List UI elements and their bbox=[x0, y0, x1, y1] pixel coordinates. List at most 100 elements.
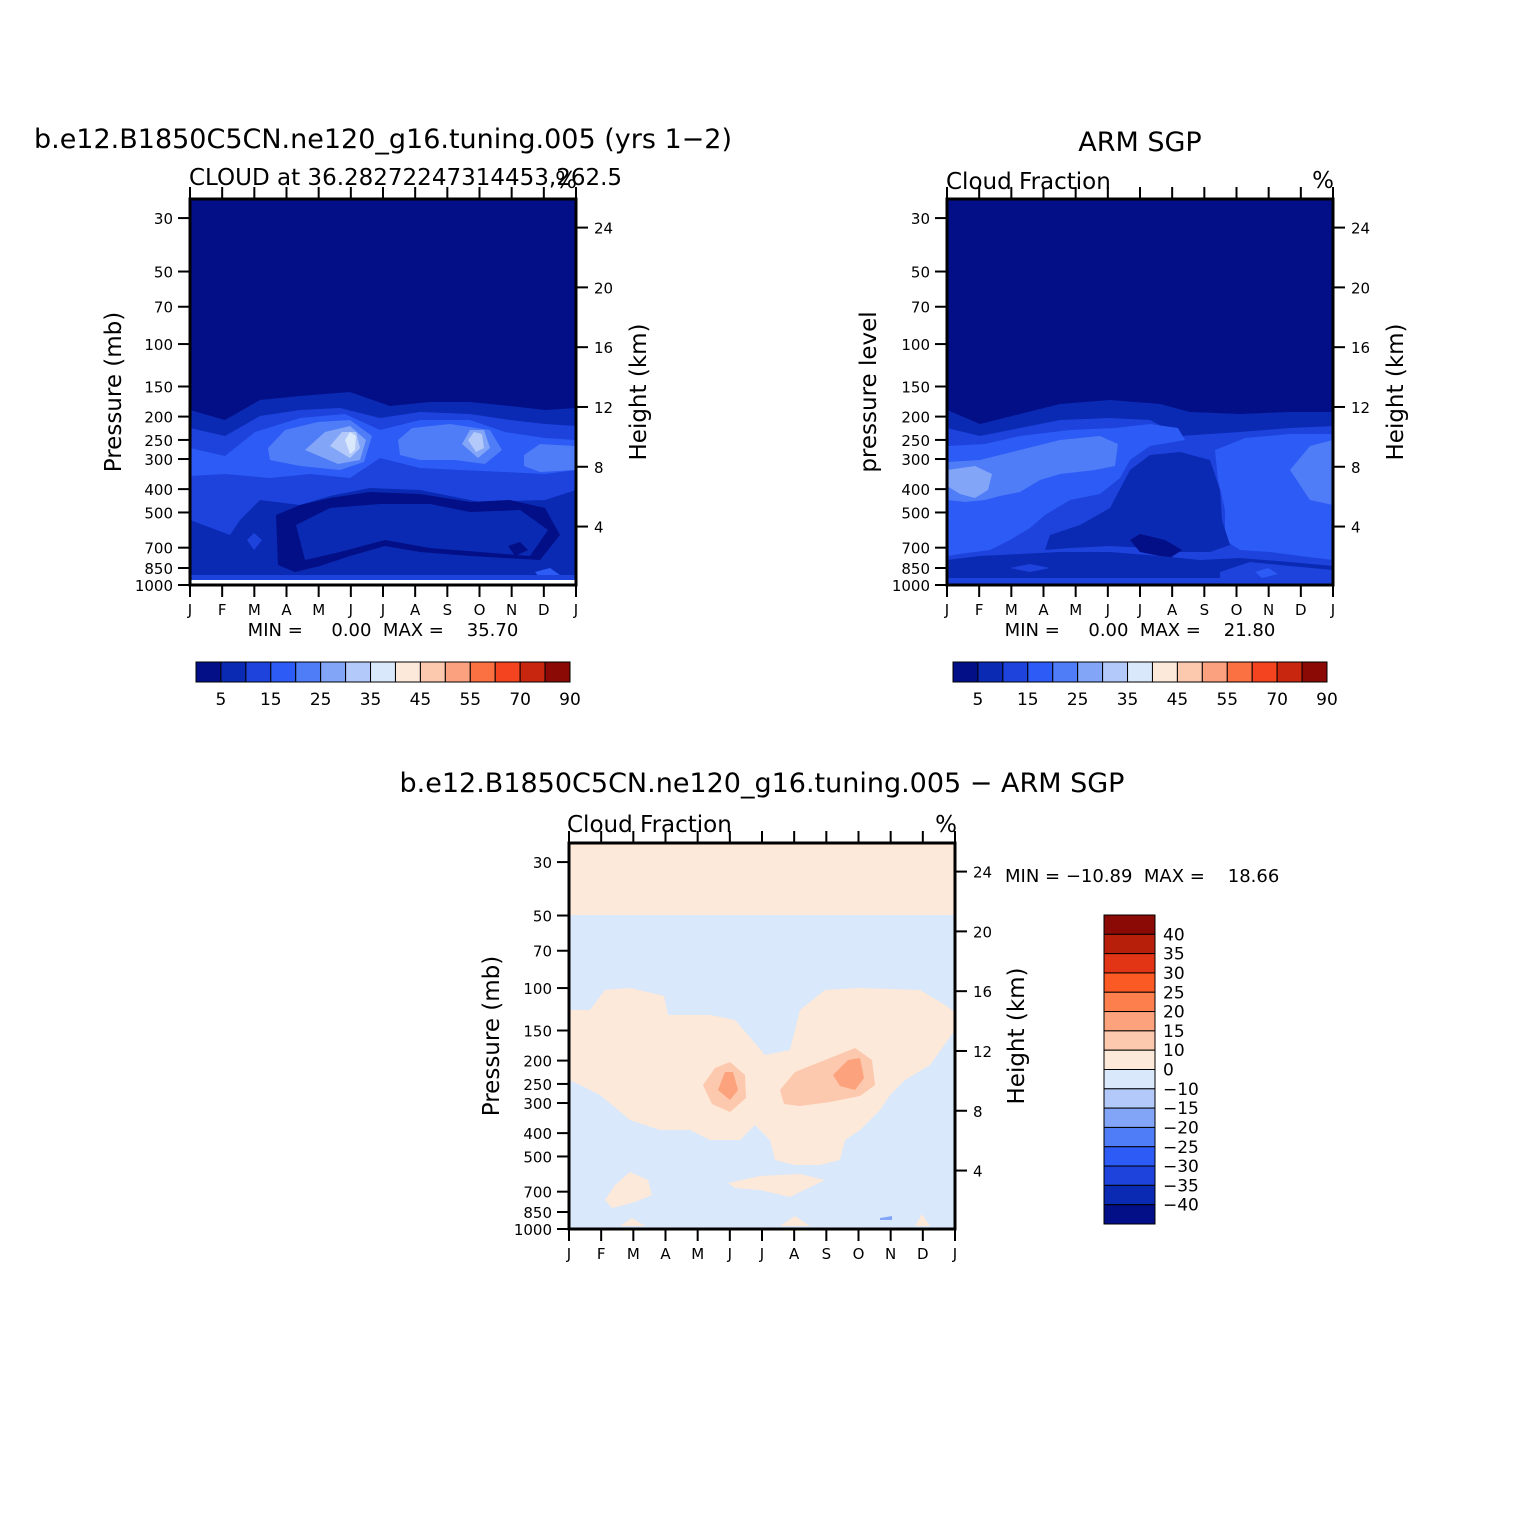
y-tick-label: 400 bbox=[523, 1125, 552, 1143]
y-tick-label: 100 bbox=[901, 336, 930, 354]
contour-fill bbox=[620, 1218, 645, 1226]
contour-fill bbox=[605, 1172, 652, 1208]
y-right-tick-label: 16 bbox=[1351, 339, 1370, 357]
colorbar-swatch bbox=[1103, 1184, 1156, 1206]
x-tick-label: D bbox=[538, 601, 550, 619]
colorbar-label: 90 bbox=[559, 690, 581, 710]
panel-subtitle-left: Cloud Fraction bbox=[567, 812, 732, 838]
x-tick-label: F bbox=[975, 601, 984, 619]
colorbar-swatch bbox=[1052, 661, 1079, 683]
colorbar-label: 15 bbox=[1017, 690, 1039, 710]
y-right-tick-label: 12 bbox=[1351, 399, 1370, 417]
colorbar-label: −30 bbox=[1163, 1157, 1199, 1177]
x-tick-label: D bbox=[917, 1245, 929, 1263]
colorbar-label: 5 bbox=[973, 690, 984, 710]
y-tick-label: 250 bbox=[901, 432, 930, 450]
colorbar-label: −40 bbox=[1163, 1196, 1199, 1216]
y-right-tick-label: 16 bbox=[594, 339, 613, 357]
colorbar-swatch bbox=[1102, 661, 1129, 683]
colorbar-swatch bbox=[1103, 933, 1156, 955]
y-tick-label: 850 bbox=[523, 1204, 552, 1222]
colorbar-swatch bbox=[469, 661, 496, 683]
y-tick-label: 50 bbox=[154, 264, 173, 282]
y-tick-label: 850 bbox=[144, 560, 173, 578]
colorbar-label: 25 bbox=[1067, 690, 1089, 710]
x-tick-label: N bbox=[1263, 601, 1274, 619]
panel-model: b.e12.B1850C5CN.ne120_g16.tuning.005 (yr… bbox=[34, 124, 732, 710]
y-tick-label: 400 bbox=[901, 481, 930, 499]
y-tick-label: 100 bbox=[144, 336, 173, 354]
panel-subtitle-left: Cloud Fraction bbox=[946, 169, 1111, 195]
y-axis-label-right: Height (km) bbox=[1383, 323, 1409, 460]
contour-fill bbox=[915, 1214, 930, 1226]
contour-fill bbox=[468, 432, 484, 452]
y-tick-label: 50 bbox=[533, 908, 552, 926]
x-tick-label: A bbox=[1167, 601, 1178, 619]
colorbar-swatch bbox=[1103, 1088, 1156, 1109]
colorbar-swatch bbox=[295, 661, 322, 683]
colorbar-label: 55 bbox=[1216, 690, 1238, 710]
y-right-tick-label: 8 bbox=[973, 1103, 983, 1121]
x-tick-label: J bbox=[566, 1245, 571, 1263]
plot-area bbox=[945, 197, 1335, 587]
x-tick-label: A bbox=[410, 601, 421, 619]
y-tick-label: 1000 bbox=[135, 577, 173, 595]
x-tick-label: M bbox=[1069, 601, 1082, 619]
contour-fill bbox=[1010, 564, 1050, 572]
y-tick-label: 250 bbox=[523, 1076, 552, 1094]
x-tick-label: J bbox=[348, 601, 353, 619]
x-tick-label: M bbox=[248, 601, 261, 619]
panel-title: b.e12.B1850C5CN.ne120_g16.tuning.005 − A… bbox=[400, 768, 1125, 799]
y-tick-label: 70 bbox=[533, 943, 552, 961]
colorbar-label: 35 bbox=[1163, 945, 1185, 965]
colorbar-swatch bbox=[1251, 661, 1278, 683]
x-tick-label: J bbox=[952, 1245, 957, 1263]
y-tick-label: 30 bbox=[533, 854, 552, 872]
x-tick-label: J bbox=[573, 601, 578, 619]
y-right-tick-label: 24 bbox=[973, 864, 992, 882]
y-tick-label: 200 bbox=[901, 409, 930, 427]
y-axis-label-right: Height (km) bbox=[1004, 967, 1030, 1104]
y-right-tick-label: 8 bbox=[594, 459, 604, 477]
min-max-readout: MIN = −10.89 MAX = 18.66 bbox=[1005, 866, 1279, 887]
y-tick-label: 200 bbox=[523, 1053, 552, 1071]
y-axis-label-right: Height (km) bbox=[626, 323, 652, 460]
colorbar-swatch bbox=[1103, 1126, 1156, 1148]
colorbar-swatch bbox=[1103, 972, 1156, 993]
colorbar: 5 15 25 35 45 55 70 90 bbox=[952, 661, 1338, 710]
y-tick-label: 850 bbox=[901, 560, 930, 578]
contour-fill bbox=[508, 542, 528, 556]
colorbar-label: 30 bbox=[1163, 964, 1185, 984]
panel-subtitle-right: % bbox=[935, 812, 957, 838]
y-tick-label: 30 bbox=[911, 210, 930, 228]
x-tick-label: J bbox=[380, 601, 385, 619]
colorbar-label: 45 bbox=[410, 690, 432, 710]
colorbar-swatch bbox=[1103, 1069, 1156, 1090]
x-tick-label: J bbox=[759, 1245, 764, 1263]
contour-fill bbox=[247, 533, 262, 550]
y-tick-label: 70 bbox=[911, 299, 930, 317]
colorbar: 5 15 25 35 45 55 70 90 bbox=[195, 661, 581, 710]
colorbar-label: 35 bbox=[1117, 690, 1139, 710]
colorbar-label: 70 bbox=[509, 690, 531, 710]
contour-fill bbox=[1220, 562, 1333, 580]
colorbar-swatch bbox=[1027, 661, 1054, 683]
x-tick-label: M bbox=[627, 1245, 640, 1263]
y-tick-label: 1000 bbox=[892, 577, 930, 595]
colorbar-label: 55 bbox=[459, 690, 481, 710]
contour-fill bbox=[833, 1058, 864, 1090]
colorbar-label: 35 bbox=[360, 690, 382, 710]
colorbar-label: 15 bbox=[1163, 1022, 1185, 1042]
colorbar-swatch bbox=[1103, 1204, 1156, 1225]
colorbar-swatch bbox=[1103, 991, 1156, 1013]
y-tick-label: 500 bbox=[901, 504, 930, 522]
y-right-tick-label: 20 bbox=[1351, 279, 1370, 297]
min-max-readout: MIN = 0.00 MAX = 21.80 bbox=[1005, 620, 1276, 641]
contour-fill bbox=[1290, 440, 1333, 505]
x-tick-label: A bbox=[660, 1245, 671, 1263]
colorbar-swatch bbox=[220, 661, 247, 683]
colorbar-label: 25 bbox=[1163, 983, 1185, 1003]
